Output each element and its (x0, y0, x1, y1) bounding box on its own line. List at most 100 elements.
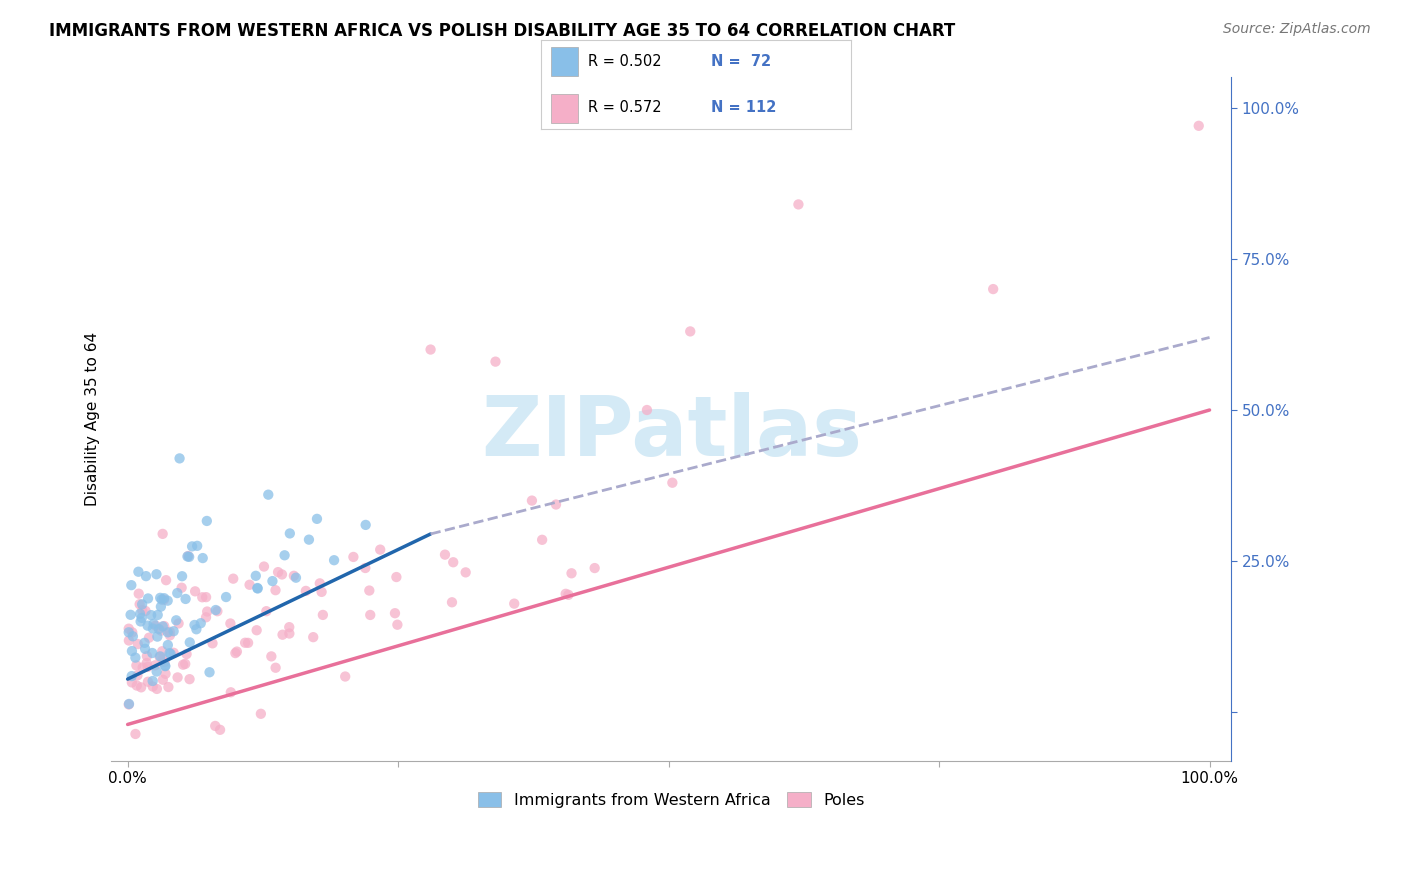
Point (118, 698, 141, 712)
Point (170, 581, 193, 595)
Point (152, 673, 174, 687)
Point (190, 616, 212, 631)
Point (120, 607, 142, 622)
Point (440, 595, 463, 609)
Point (166, 586, 188, 600)
Point (167, 616, 190, 631)
Point (153, 591, 176, 606)
Bar (551, 94, 578, 122)
Point (136, 618, 159, 632)
Point (257, 488, 280, 502)
Point (295, 583, 318, 598)
Point (135, 656, 157, 670)
Point (138, 631, 160, 645)
Point (246, 582, 269, 596)
Point (150, 644, 173, 658)
Point (253, 559, 276, 574)
Text: ZIPatlas: ZIPatlas (481, 392, 862, 474)
Point (271, 628, 294, 642)
Point (159, 628, 181, 642)
Point (176, 647, 198, 661)
Point (359, 607, 381, 622)
Point (323, 553, 346, 567)
Point (484, 354, 506, 368)
Point (368, 542, 391, 557)
Point (544, 498, 567, 512)
Point (131, 660, 153, 674)
Point (191, 551, 214, 566)
Point (283, 569, 305, 583)
Point (198, 665, 221, 680)
Text: IMMIGRANTS FROM WESTERN AFRICA VS POLISH DISABILITY AGE 35 TO 64 CORRELATION CHA: IMMIGRANTS FROM WESTERN AFRICA VS POLISH… (49, 22, 956, 40)
Point (204, 719, 226, 733)
Point (152, 527, 174, 541)
Point (1188, 119, 1211, 133)
Point (134, 641, 156, 656)
Point (679, 325, 702, 339)
Point (209, 723, 232, 737)
Point (127, 668, 149, 682)
Point (128, 587, 150, 601)
Point (153, 655, 176, 669)
Point (141, 608, 163, 623)
Point (118, 633, 141, 648)
Point (181, 540, 204, 554)
Point (661, 475, 683, 490)
Point (385, 570, 408, 584)
Point (136, 674, 159, 689)
Point (254, 604, 277, 618)
Point (145, 665, 167, 679)
Point (273, 549, 295, 563)
Text: N = 112: N = 112 (711, 101, 776, 115)
Point (122, 629, 145, 643)
Text: R = 0.572: R = 0.572 (588, 101, 661, 115)
Point (162, 624, 184, 639)
Point (981, 282, 1004, 296)
Point (141, 646, 163, 660)
Point (267, 565, 290, 579)
Point (207, 604, 229, 618)
Point (195, 610, 218, 624)
Point (169, 451, 191, 466)
Point (219, 616, 242, 631)
Point (557, 588, 579, 602)
Point (149, 649, 172, 664)
Point (342, 549, 364, 564)
Point (118, 697, 141, 711)
Point (165, 613, 187, 627)
Legend: Immigrants from Western Africa, Poles: Immigrants from Western Africa, Poles (471, 786, 872, 814)
Text: N =  72: N = 72 (711, 54, 772, 69)
Point (142, 673, 165, 688)
Point (245, 569, 267, 583)
Point (118, 625, 141, 640)
Point (554, 587, 576, 601)
Point (118, 622, 141, 636)
Point (278, 620, 301, 634)
Point (146, 607, 169, 622)
Point (264, 661, 287, 675)
Point (128, 597, 150, 611)
Point (127, 637, 149, 651)
Point (174, 657, 197, 671)
Point (184, 584, 207, 599)
Point (215, 590, 238, 604)
Point (134, 636, 156, 650)
Point (146, 630, 169, 644)
Point (121, 625, 143, 640)
Y-axis label: Disability Age 35 to 64: Disability Age 35 to 64 (86, 332, 100, 506)
Point (150, 624, 173, 638)
Point (155, 659, 177, 673)
Text: Source: ZipAtlas.com: Source: ZipAtlas.com (1223, 22, 1371, 37)
Point (166, 670, 188, 684)
Point (172, 657, 194, 672)
Point (335, 669, 357, 683)
Point (419, 343, 441, 357)
Point (149, 599, 172, 614)
Point (312, 607, 335, 622)
Point (159, 646, 181, 660)
Point (135, 569, 157, 583)
Point (224, 646, 246, 660)
Point (384, 606, 406, 620)
Point (222, 572, 245, 586)
Point (142, 616, 165, 631)
